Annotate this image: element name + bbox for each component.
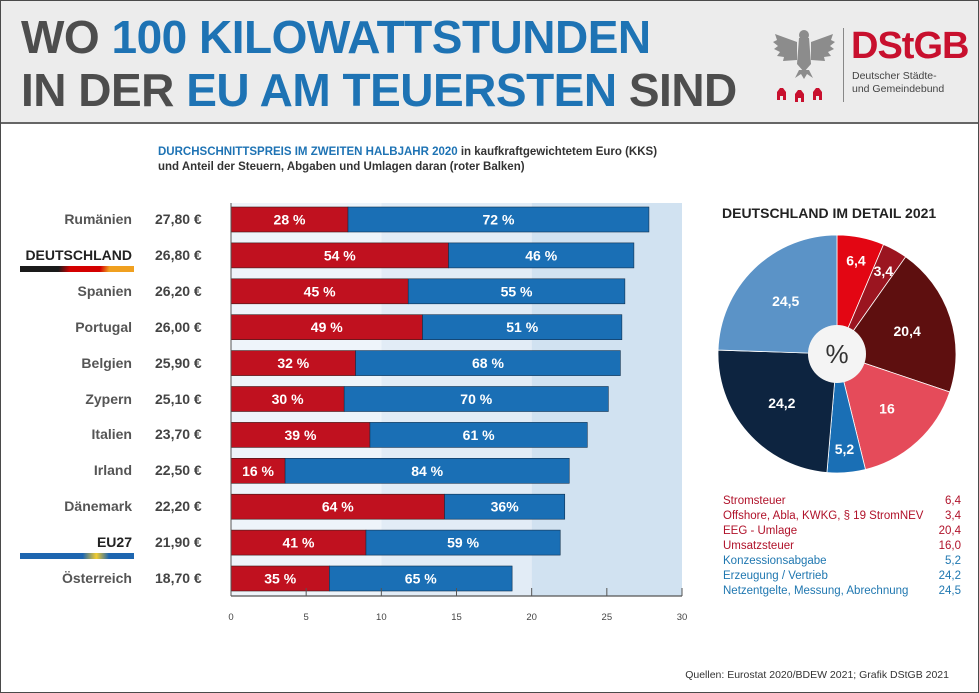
legend-value: 20,4	[938, 525, 961, 537]
legend-label: Konzessionsabgabe	[723, 555, 827, 567]
logo-sub-line: und Gemeindebund	[852, 83, 945, 95]
logo-subtitle: Deutscher Städte- und Gemeindebund	[852, 70, 944, 96]
legend-value: 24,5	[938, 585, 961, 597]
title-highlight: 100 KILOWATTSTUNDEN	[111, 11, 651, 63]
federal-eagle-icon	[773, 30, 835, 102]
country-label: Irland	[93, 462, 132, 479]
logo-sub-line: Deutscher Städte-	[852, 70, 937, 82]
country-label: Zypern	[85, 390, 132, 407]
title-line-1: WO 100 KILOWATTSTUNDEN	[21, 11, 737, 64]
title-text: WO	[21, 11, 112, 63]
price-label: 22,50 €	[155, 462, 202, 479]
title-line-2: IN DER EU AM TEUERSTEN SIND	[21, 64, 737, 117]
legend-value: 16,0	[938, 540, 961, 552]
price-label: 21,90 €	[155, 534, 202, 551]
price-label: 23,70 €	[155, 426, 202, 443]
subtitle-text: in kaufkraftgewichtetem Euro (KKS)	[457, 146, 658, 158]
legend-item: Umsatzsteuer 16,0	[723, 539, 961, 554]
legend-item: Stromsteuer 6,4	[723, 494, 961, 509]
logo-brand: DStGB	[851, 25, 969, 67]
country-label: Portugal	[75, 318, 132, 335]
price-label: 25,90 €	[155, 354, 202, 371]
legend-label: Netzentgelte, Messung, Abrechnung	[723, 585, 909, 597]
country-label: Österreich	[61, 570, 132, 586]
legend-value: 5,2	[945, 555, 961, 567]
price-label: 22,20 €	[155, 498, 202, 515]
country-label: Rumänien	[64, 211, 132, 227]
country-label: Italien	[91, 426, 132, 443]
country-label: Belgien	[81, 354, 132, 371]
legend-item: Netzentgelte, Messung, Abrechnung 24,5	[723, 584, 961, 599]
logo-divider	[843, 28, 844, 102]
price-label: 26,80 €	[155, 246, 202, 263]
legend-value: 6,4	[945, 495, 961, 507]
legend-item: Offshore, Abla, KWKG, § 19 StromNEV 3,4	[723, 509, 961, 524]
legend-value: 24,2	[938, 570, 961, 582]
price-label: 25,10 €	[155, 390, 202, 407]
chart-subtitle: DURCHSCHNITTSPREIS IM ZWEITEN HALBJAHR 2…	[158, 145, 657, 175]
legend-item: EEG - Umlage 20,4	[723, 524, 961, 539]
title-text: SIND	[616, 64, 737, 116]
title-text: IN DER	[21, 64, 187, 116]
legend-label: Offshore, Abla, KWKG, § 19 StromNEV	[723, 510, 924, 522]
country-label: Spanien	[77, 282, 132, 299]
country-label: DEUTSCHLAND	[25, 246, 132, 263]
title-highlight: EU AM TEUERSTEN	[186, 64, 617, 116]
pie-chart-title: DEUTSCHLAND IM DETAIL 2021	[722, 205, 937, 221]
pie-legend: Stromsteuer 6,4 Offshore, Abla, KWKG, § 19…	[723, 494, 961, 599]
subtitle-highlight: DURCHSCHNITTSPREIS IM ZWEITEN HALBJAHR 2…	[158, 146, 458, 158]
legend-value: 3,4	[945, 510, 961, 522]
legend-label: Stromsteuer	[723, 495, 786, 507]
price-label: 26,00 €	[155, 318, 202, 335]
legend-item: Erzeugung / Vertrieb 24,2	[723, 569, 961, 584]
eu-flag-stripe	[20, 553, 134, 560]
page-title: WO 100 KILOWATTSTUNDEN IN DER EU AM TEUE…	[21, 11, 737, 117]
header: WO 100 KILOWATTSTUNDEN IN DER EU AM TEUE…	[1, 1, 978, 124]
subtitle-text: und Anteil der Steuern, Abgaben und Umla…	[158, 161, 525, 173]
price-label: 18,70 €	[155, 570, 202, 586]
price-label: 27,80 €	[155, 211, 202, 227]
germany-flag-stripe	[20, 265, 134, 272]
country-label: Dänemark	[64, 498, 132, 515]
legend-label: Erzeugung / Vertrieb	[723, 570, 828, 582]
price-label: 26,20 €	[155, 282, 202, 299]
dstgb-logo: DStGB Deutscher Städte- und Gemeindebund	[771, 26, 971, 106]
legend-label: EEG - Umlage	[723, 525, 798, 537]
legend-item: Konzessionsabgabe 5,2	[723, 554, 961, 569]
country-label: EU27	[96, 534, 132, 551]
legend-label: Umsatzsteuer	[723, 540, 794, 552]
source-note: Quellen: Eurostat 2020/BDEW 2021; Grafik…	[685, 669, 949, 681]
